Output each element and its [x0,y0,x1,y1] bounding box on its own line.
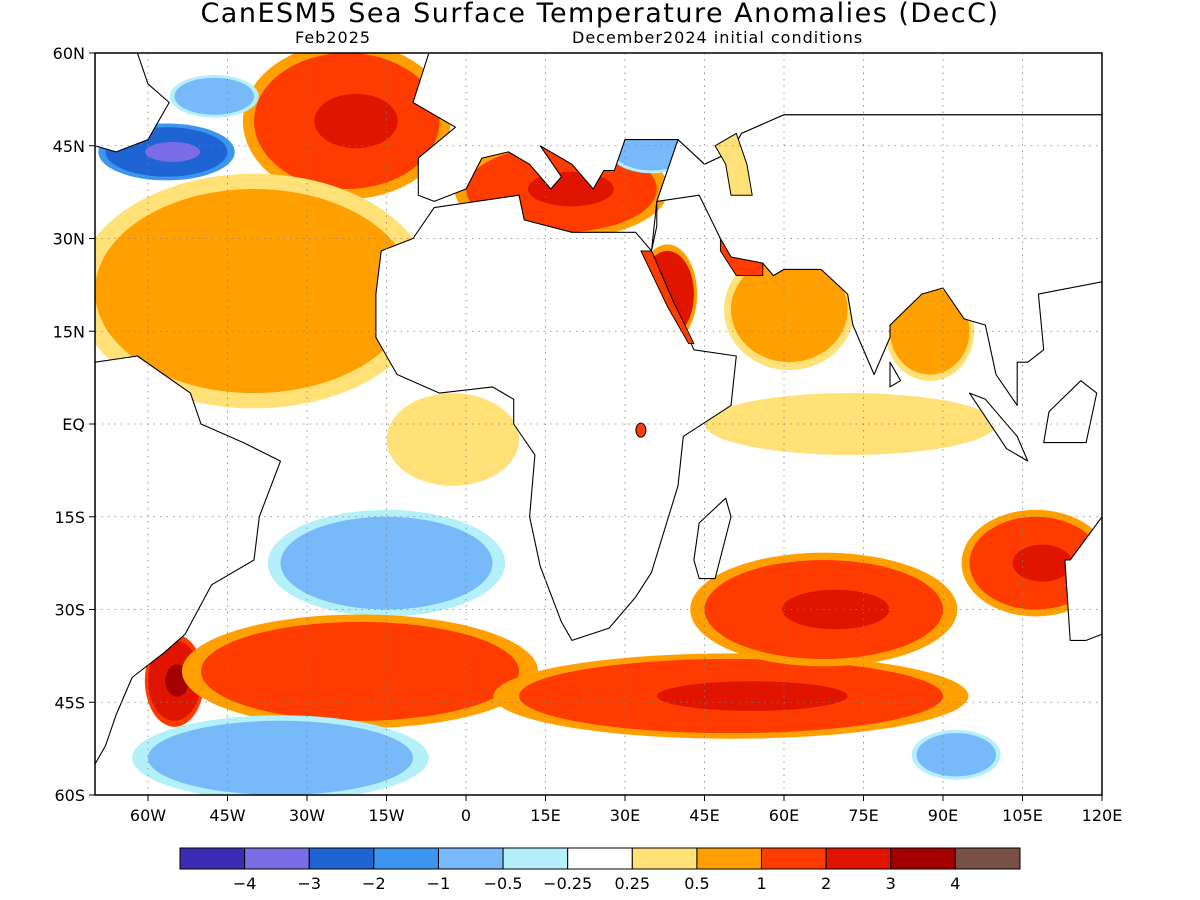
valid-month-label: Feb2025 [295,28,372,47]
red-sea [640,250,695,345]
lon-tick-label: 45E [689,806,719,825]
lat-tick-label: 45S [54,693,85,712]
lon-tick-label: 15W [368,806,404,825]
persian-gulf [719,236,764,277]
anomaly-core [314,93,398,149]
lon-tick-label: 45W [209,806,245,825]
madagascar-landmass [693,497,732,580]
colorbar-swatch [696,847,763,870]
colorbar-swatch [244,847,310,870]
colorbar: −4 −3 −2 −1 −0.5 −0.25 0.25 0.5 1 2 3 4 [179,847,1021,893]
colorbar-swatch [954,847,1021,870]
anomaly-region [201,621,519,721]
lon-tick-label: 90E [928,806,958,825]
iberia-europe-landmass [412,53,1102,202]
lon-tick-label: 60E [769,806,799,825]
colorbar-label: −0.25 [543,874,592,893]
colorbar-label: 4 [950,874,960,893]
lat-tick-label: 15S [54,508,85,527]
anomaly-region [174,77,254,115]
lon-tick-label: 75E [848,806,878,825]
map-title: CanESM5 Sea Surface Temperature Anomalie… [200,0,1000,29]
colorbar-label: −0.5 [484,874,523,893]
lon-tick-label: 105E [1002,806,1043,825]
anomaly-core [145,142,201,162]
colorbar-label: 1 [756,874,766,893]
anomaly-region [280,516,493,610]
lon-tick-label: 30W [289,806,325,825]
lon-tick-label: 0 [461,806,471,825]
latitude-axis: 60N 45N 30N 15N EQ 15S 30S 45S 60S [53,44,95,805]
colorbar-swatch [308,847,375,870]
colorbar-label: 3 [886,874,896,893]
anomaly-core [656,681,848,711]
lon-tick-label: 15E [530,806,560,825]
anomaly-region [890,287,970,375]
lat-tick-label: 60S [54,786,85,805]
colorbar-label: −3 [297,874,321,893]
lat-tick-label: EQ [62,415,85,434]
anomaly-core [1012,544,1073,582]
colorbar-swatch [373,847,439,870]
colorbar-label: −1 [427,874,451,893]
colorbar-label: 2 [821,874,831,893]
lat-tick-label: 60N [53,44,85,63]
lon-tick-label: 30E [610,806,640,825]
lat-tick-label: 15N [53,322,85,341]
colorbar-swatch [179,847,246,870]
longitude-axis: 60W 45W 30W 15W 0 15E 30E 45E 60E 75E 90E 105E 120E [130,795,1122,825]
south-america-landmass [95,355,282,765]
anomaly-region [731,257,848,363]
lon-tick-label: 120E [1082,806,1123,825]
lon-tick-label: 60W [130,806,166,825]
sri-lanka-landmass [889,361,902,388]
colorbar-swatch [437,847,504,870]
greenland-iceland-landmass [338,53,398,54]
colorbar-label: 0.25 [614,874,650,893]
initial-conditions-label: December2024 initial conditions [572,28,864,47]
lake-victoria [635,422,647,438]
anomaly-region [148,720,413,795]
anomaly-core [782,589,890,630]
anomaly-region [386,393,519,486]
colorbar-swatch [502,847,569,870]
colorbar-swatch [890,847,956,870]
colorbar-swatch [825,847,892,870]
north-america-landmass [95,53,170,153]
anomaly-region [916,733,996,777]
colorbar-swatch [631,847,698,870]
australia-landmass [1064,516,1102,641]
lat-tick-label: 30S [54,601,85,620]
caspian-sea [714,132,753,196]
graticule [95,53,1102,795]
anomaly-region [95,189,413,394]
colorbar-label: −4 [233,874,257,893]
colorbar-label: 0.5 [684,874,709,893]
colorbar-label: −2 [362,874,386,893]
borneo-landmass [1043,380,1098,444]
sumatra-landmass [968,392,1029,462]
lat-tick-label: 45N [53,137,85,156]
colorbar-swatch [761,847,827,870]
lat-tick-label: 30N [53,230,85,249]
colorbar-swatch [567,847,633,870]
